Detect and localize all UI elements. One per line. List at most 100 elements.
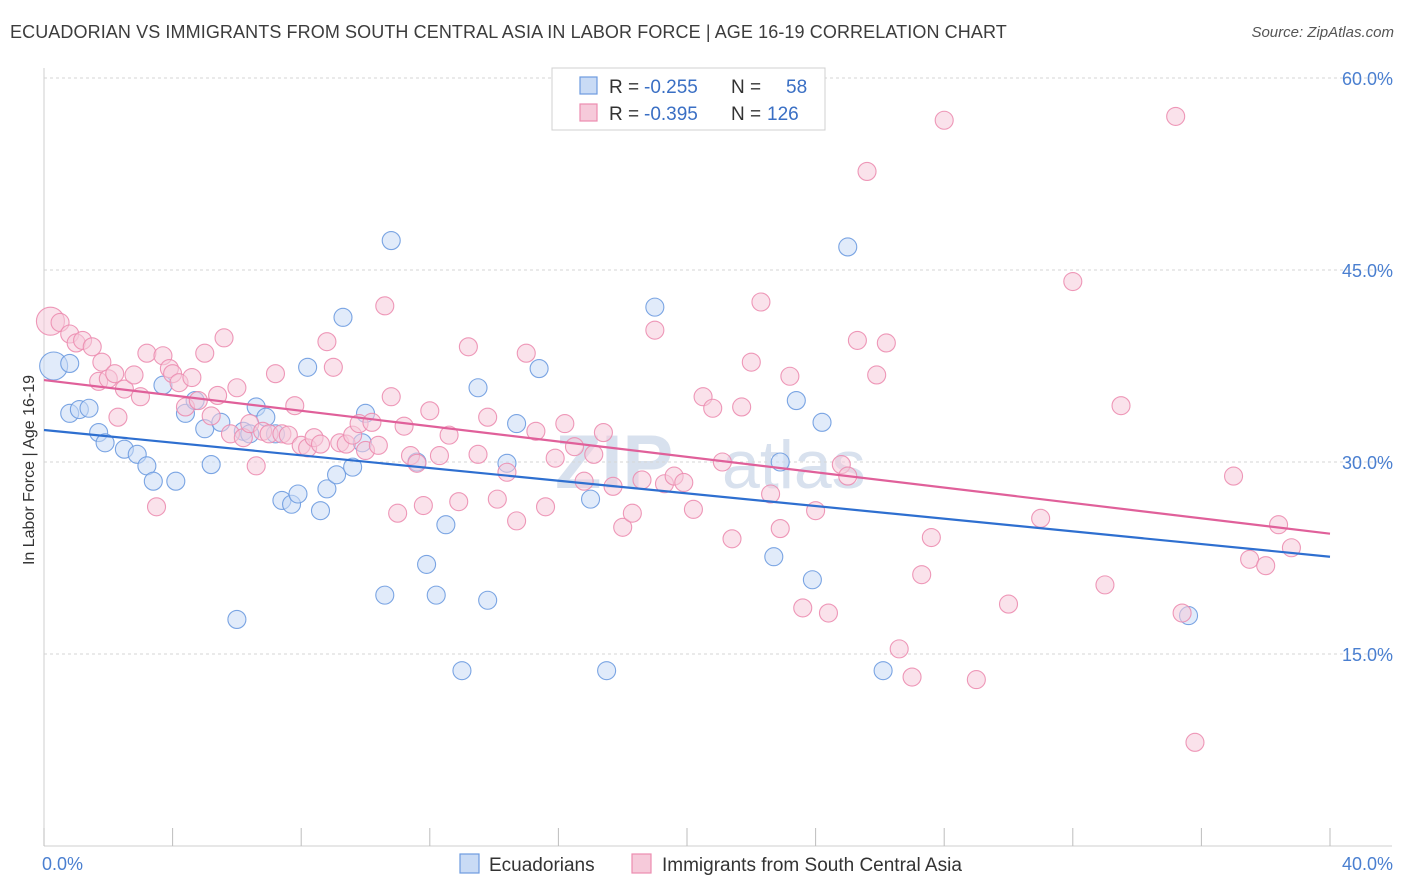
stats-swatch-immigrants	[579, 103, 598, 122]
point-series1-43	[323, 357, 343, 377]
stats-swatch-ecuadorians	[579, 76, 598, 95]
y-tick-label-2: 45.0%	[1342, 261, 1393, 281]
point-series1-7	[92, 352, 112, 372]
point-series1-90	[732, 397, 752, 417]
point-series1-28	[227, 378, 247, 398]
trend-line-series1	[43, 378, 1331, 535]
point-series1-121	[1256, 556, 1276, 576]
point-series1-113	[1063, 271, 1083, 292]
point-series0-30	[327, 465, 347, 485]
chart-title: ECUADORIAN VS IMMIGRANTS FROM SOUTH CENT…	[10, 22, 1007, 42]
point-series1-58	[420, 401, 440, 421]
point-series0-39	[426, 585, 446, 605]
point-series0-56	[873, 661, 893, 681]
point-series1-21	[182, 367, 202, 388]
point-series1-14	[137, 343, 157, 363]
stats-n-label-1: N =	[731, 77, 761, 98]
point-series1-120	[1240, 549, 1260, 569]
point-series0-53	[802, 570, 822, 590]
point-series1-51	[375, 296, 395, 316]
tick-labels: 15.0% 30.0% 45.0% 60.0% 0.0% 40.0%	[42, 69, 1393, 874]
point-series1-10	[108, 407, 128, 427]
point-series0-40	[436, 515, 456, 535]
stats-r-label-1: R =	[609, 77, 639, 98]
point-series1-104	[876, 333, 896, 353]
point-series1-41	[310, 434, 331, 454]
legend-swatch-immigrants	[631, 853, 652, 874]
point-series1-56	[407, 453, 427, 473]
stats-legend: R = -0.255 N = 58 R = -0.395 N = 126	[551, 67, 826, 131]
point-series1-15	[146, 497, 167, 517]
point-series1-80	[632, 470, 652, 490]
point-series0-41	[452, 661, 472, 681]
point-series1-26	[214, 328, 234, 348]
point-series0-26	[288, 484, 308, 504]
point-series0-27	[298, 357, 318, 377]
legend-label-immigrants: Immigrants from South Central Asia	[662, 855, 962, 876]
point-series1-118	[1185, 732, 1205, 752]
point-series1-5	[82, 337, 102, 357]
point-series0-10	[143, 471, 163, 491]
point-series0-16	[201, 455, 221, 475]
point-series1-111	[998, 594, 1019, 614]
point-series1-85	[683, 499, 703, 519]
point-series0-31	[333, 307, 353, 327]
point-series1-107	[912, 565, 932, 585]
point-series0-49	[645, 297, 665, 317]
point-series0-38	[417, 554, 437, 574]
point-series0-29	[317, 479, 337, 499]
point-series1-12	[124, 365, 144, 385]
point-series1-71	[545, 448, 565, 468]
stats-r-value-1: -0.255	[644, 77, 698, 98]
point-series1-67	[507, 511, 527, 531]
point-series1-91	[741, 352, 761, 372]
point-series1-112	[1031, 508, 1051, 528]
point-series1-116	[1166, 106, 1186, 126]
point-series1-94	[770, 519, 790, 539]
point-series1-36	[278, 425, 298, 445]
point-series0-28	[310, 501, 331, 521]
point-series1-53	[388, 503, 408, 523]
point-series1-96	[793, 598, 813, 618]
point-series0-4	[79, 398, 99, 418]
point-series1-102	[857, 161, 877, 181]
point-series0-35	[375, 585, 395, 605]
point-series0-52	[786, 391, 806, 411]
y-tick-label-0: 15.0%	[1342, 645, 1393, 665]
point-series0-6	[95, 433, 115, 453]
axes	[43, 68, 1392, 847]
point-series1-84	[674, 472, 694, 493]
point-series0-54	[812, 412, 832, 432]
point-series0-48	[597, 661, 617, 681]
point-series1-34	[265, 364, 286, 384]
point-series1-95	[780, 366, 800, 386]
point-series0-18	[227, 609, 247, 629]
point-series1-49	[362, 412, 382, 432]
point-series0-55	[838, 237, 858, 257]
point-series1-22	[188, 391, 208, 411]
data-points	[35, 106, 1301, 752]
point-series1-42	[317, 332, 337, 352]
point-series1-64	[478, 407, 498, 427]
point-series1-73	[564, 437, 585, 457]
stats-n-value-1: 58	[786, 77, 807, 98]
point-series1-66	[497, 462, 517, 482]
point-series1-76	[593, 423, 613, 443]
stats-n-value-2: 126	[767, 104, 799, 125]
point-series1-70	[535, 497, 556, 517]
source-label: Source: ZipAtlas.com	[1251, 24, 1394, 41]
point-series0-1	[60, 353, 80, 373]
point-series1-115	[1111, 396, 1131, 416]
point-series1-105	[889, 639, 909, 659]
point-series1-68	[516, 343, 536, 363]
point-series1-108	[921, 527, 941, 548]
point-series1-119	[1224, 466, 1244, 486]
point-series1-61	[449, 492, 469, 512]
point-series0-36	[381, 231, 401, 251]
point-series1-60	[439, 425, 459, 445]
point-series1-103	[867, 365, 887, 385]
point-series1-78	[613, 517, 633, 537]
point-series0-43	[478, 590, 498, 610]
series-legend: Ecuadorians Immigrants from South Centra…	[459, 853, 962, 876]
